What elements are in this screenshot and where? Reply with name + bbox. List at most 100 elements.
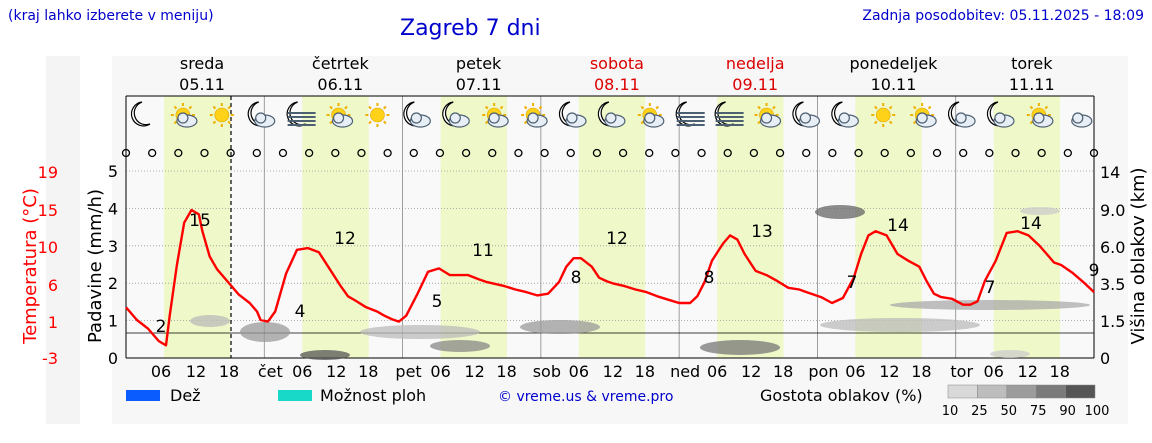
sun-icon xyxy=(365,103,390,127)
temperature-label: 7 xyxy=(985,278,996,298)
cloud-patch xyxy=(300,350,350,360)
day-date: 06.11 xyxy=(317,75,363,94)
cloud-height-tick: 1.5 xyxy=(1100,312,1125,331)
temp-axis-label: Temperatura (°C) xyxy=(20,188,41,345)
temp-tick: 15 xyxy=(38,201,58,220)
cloud-patch xyxy=(815,205,865,219)
sun-ray xyxy=(173,120,178,125)
precip-tick: 4 xyxy=(108,199,118,218)
day-name: četrtek xyxy=(312,54,370,73)
cloud-patch xyxy=(990,350,1030,358)
temperature-label: 9 xyxy=(1089,261,1100,281)
moon-cloud-icon xyxy=(403,101,431,128)
temperature-label: 13 xyxy=(751,222,773,242)
shower-legend-label: Možnost ploh xyxy=(320,386,426,405)
cloud-puff xyxy=(527,112,539,124)
x-tick-label: ned xyxy=(670,362,700,381)
temperature-label: 14 xyxy=(1020,214,1042,234)
rain-legend-swatch xyxy=(126,390,160,401)
wind-calm-marker xyxy=(566,148,575,158)
wind-calm-marker xyxy=(618,148,628,158)
wind-calm-marker xyxy=(1063,148,1072,158)
sun-ray xyxy=(212,120,217,125)
temperature-label: 12 xyxy=(606,229,628,249)
cloud-height-tick: 9.0 xyxy=(1100,201,1125,220)
sun-ray xyxy=(640,105,645,110)
wind-calm-marker xyxy=(514,148,523,158)
day-name: petek xyxy=(456,54,502,73)
shower-legend-swatch xyxy=(278,390,312,401)
cloud-density-tick: 75 xyxy=(1030,404,1047,419)
cloud-density-swatch xyxy=(1006,384,1037,399)
cloud-height-tick: 6.0 xyxy=(1100,238,1125,257)
daylight-band xyxy=(578,96,646,358)
precip-tick: 1 xyxy=(108,312,118,331)
temperature-label: 8 xyxy=(571,268,582,288)
sun-ray xyxy=(523,105,528,110)
x-tick-label: 06 xyxy=(569,362,589,381)
location-menu-hint[interactable]: (kraj lahko izberete v meniju) xyxy=(8,8,214,24)
cloud-puff xyxy=(1033,112,1045,124)
sun-ray xyxy=(173,105,178,110)
daylight-band xyxy=(717,96,784,358)
wind-calm-marker xyxy=(697,148,706,158)
daylight-band xyxy=(440,96,507,358)
x-tick-label: 12 xyxy=(1018,362,1038,381)
cloud-puff xyxy=(410,112,422,124)
temp-tick: 1 xyxy=(48,313,58,332)
sun-ray xyxy=(772,105,776,110)
x-tick-label: 06 xyxy=(707,362,727,381)
cloud-density-tick: 50 xyxy=(1001,404,1018,419)
sun-ray xyxy=(640,120,645,125)
x-tick-label: 12 xyxy=(603,362,623,381)
day-date: 05.11 xyxy=(179,75,225,94)
wind-calm-marker xyxy=(854,148,863,158)
moon-cloud-icon xyxy=(442,101,470,128)
wind-calm-marker xyxy=(880,148,889,158)
daylight-band xyxy=(993,96,1061,358)
precip-tick: 5 xyxy=(108,162,118,181)
day-date: 07.11 xyxy=(456,75,502,94)
cloud-density-tick: 100 xyxy=(1085,404,1110,419)
moon-cloud-icon xyxy=(947,101,976,128)
x-tick-label: 18 xyxy=(635,362,655,381)
wind-calm-marker xyxy=(906,148,916,158)
temperature-label: 12 xyxy=(334,229,356,249)
wind-calm-marker xyxy=(959,148,968,158)
sun-ray xyxy=(757,105,761,110)
wind-calm-marker xyxy=(252,148,261,158)
sun-ray xyxy=(1029,105,1034,110)
moon-shape xyxy=(130,101,151,127)
sun-cloud-icon xyxy=(482,103,509,128)
cloud-puff xyxy=(955,112,967,124)
moon-cloud-icon xyxy=(831,101,859,128)
wind-calm-marker xyxy=(409,148,418,158)
x-tick-label: tor xyxy=(950,362,973,381)
cloud-density-tick: 90 xyxy=(1059,404,1076,419)
wind-calm-marker xyxy=(1037,148,1046,158)
sun-ray xyxy=(484,105,489,110)
cloud-puff xyxy=(838,112,850,124)
cloud-density-swatch xyxy=(977,384,1008,399)
day-name: nedelja xyxy=(726,54,785,73)
cloud-patch xyxy=(520,320,600,334)
sun-ray xyxy=(188,105,193,110)
cloud-density-swatch xyxy=(1065,384,1096,399)
daylight-band xyxy=(855,96,922,358)
moon-cloud-icon xyxy=(247,101,276,128)
cloud-height-tick: 3.5 xyxy=(1100,275,1125,294)
sun-ray xyxy=(1044,105,1049,110)
x-tick-label: 12 xyxy=(464,362,484,381)
sun-cloud-icon xyxy=(521,103,548,128)
x-tick-label: 18 xyxy=(219,362,239,381)
cloud-puff xyxy=(994,112,1006,124)
cloud-puff xyxy=(177,112,189,124)
cloud-puff xyxy=(799,112,812,124)
sun-ray xyxy=(499,105,504,110)
cloud-puff xyxy=(1072,112,1084,124)
sun-ray xyxy=(888,120,893,125)
wind-calm-marker xyxy=(121,148,131,158)
x-tick-label: pet xyxy=(395,362,421,381)
wind-calm-marker xyxy=(671,148,680,158)
cloud-puff xyxy=(916,112,928,124)
